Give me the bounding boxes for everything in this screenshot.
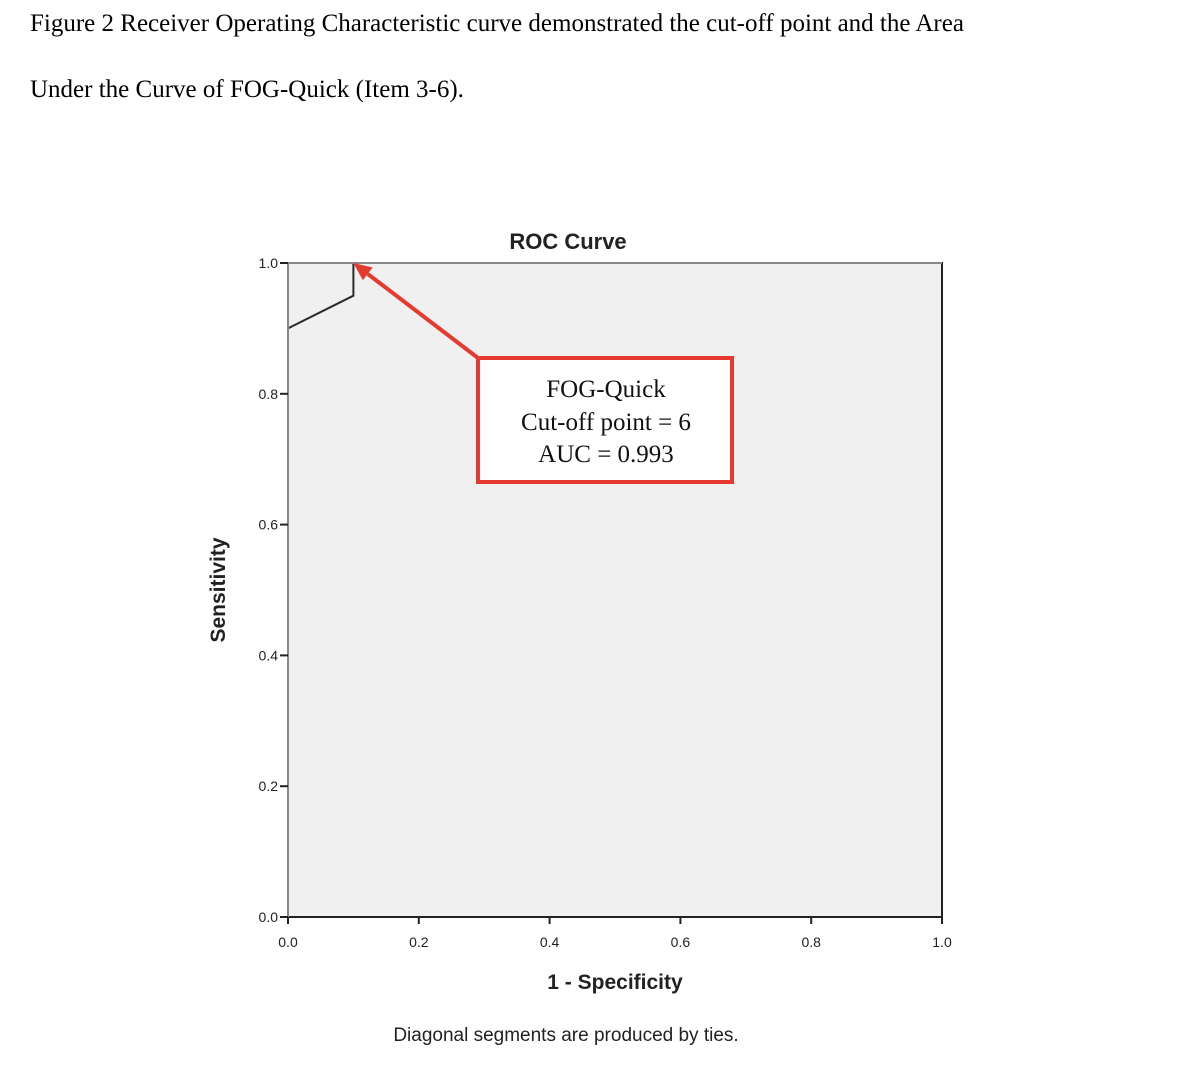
- y-tick-label: 1.0: [259, 255, 279, 271]
- annotation-arrow: [366, 272, 480, 360]
- x-tick-label: 0.0: [278, 934, 298, 950]
- x-tick-label: 0.8: [801, 934, 821, 950]
- annotation-line-1: FOG-Quick: [546, 376, 666, 403]
- y-axis-title: Sensitivity: [207, 537, 230, 642]
- y-tick-label: 0.8: [259, 386, 279, 402]
- chart-footnote: Diagonal segments are produced by ties.: [393, 1025, 738, 1046]
- x-tick-label: 0.4: [540, 934, 560, 950]
- x-tick-label: 0.2: [409, 934, 429, 950]
- y-tick-label: 0.6: [259, 517, 279, 533]
- y-tick-label: 0.4: [259, 647, 279, 663]
- y-tick-label: 0.0: [259, 909, 279, 925]
- y-tick-label: 0.2: [259, 778, 279, 794]
- figure-caption-line-2: Under the Curve of FOG-Quick (Item 3-6).: [30, 76, 464, 103]
- annotation-line-2: Cut-off point = 6: [521, 409, 691, 436]
- x-tick-label: 1.0: [932, 934, 952, 950]
- x-axis-title: 1 - Specificity: [547, 971, 683, 994]
- annotation-line-3: AUC = 0.993: [538, 441, 674, 468]
- annotation-box: [476, 356, 734, 484]
- chart-title: ROC Curve: [509, 229, 626, 254]
- annotation-arrowhead: [353, 263, 373, 281]
- figure-caption-line-1: Figure 2 Receiver Operating Characterist…: [30, 10, 964, 37]
- x-tick-label: 0.6: [671, 934, 691, 950]
